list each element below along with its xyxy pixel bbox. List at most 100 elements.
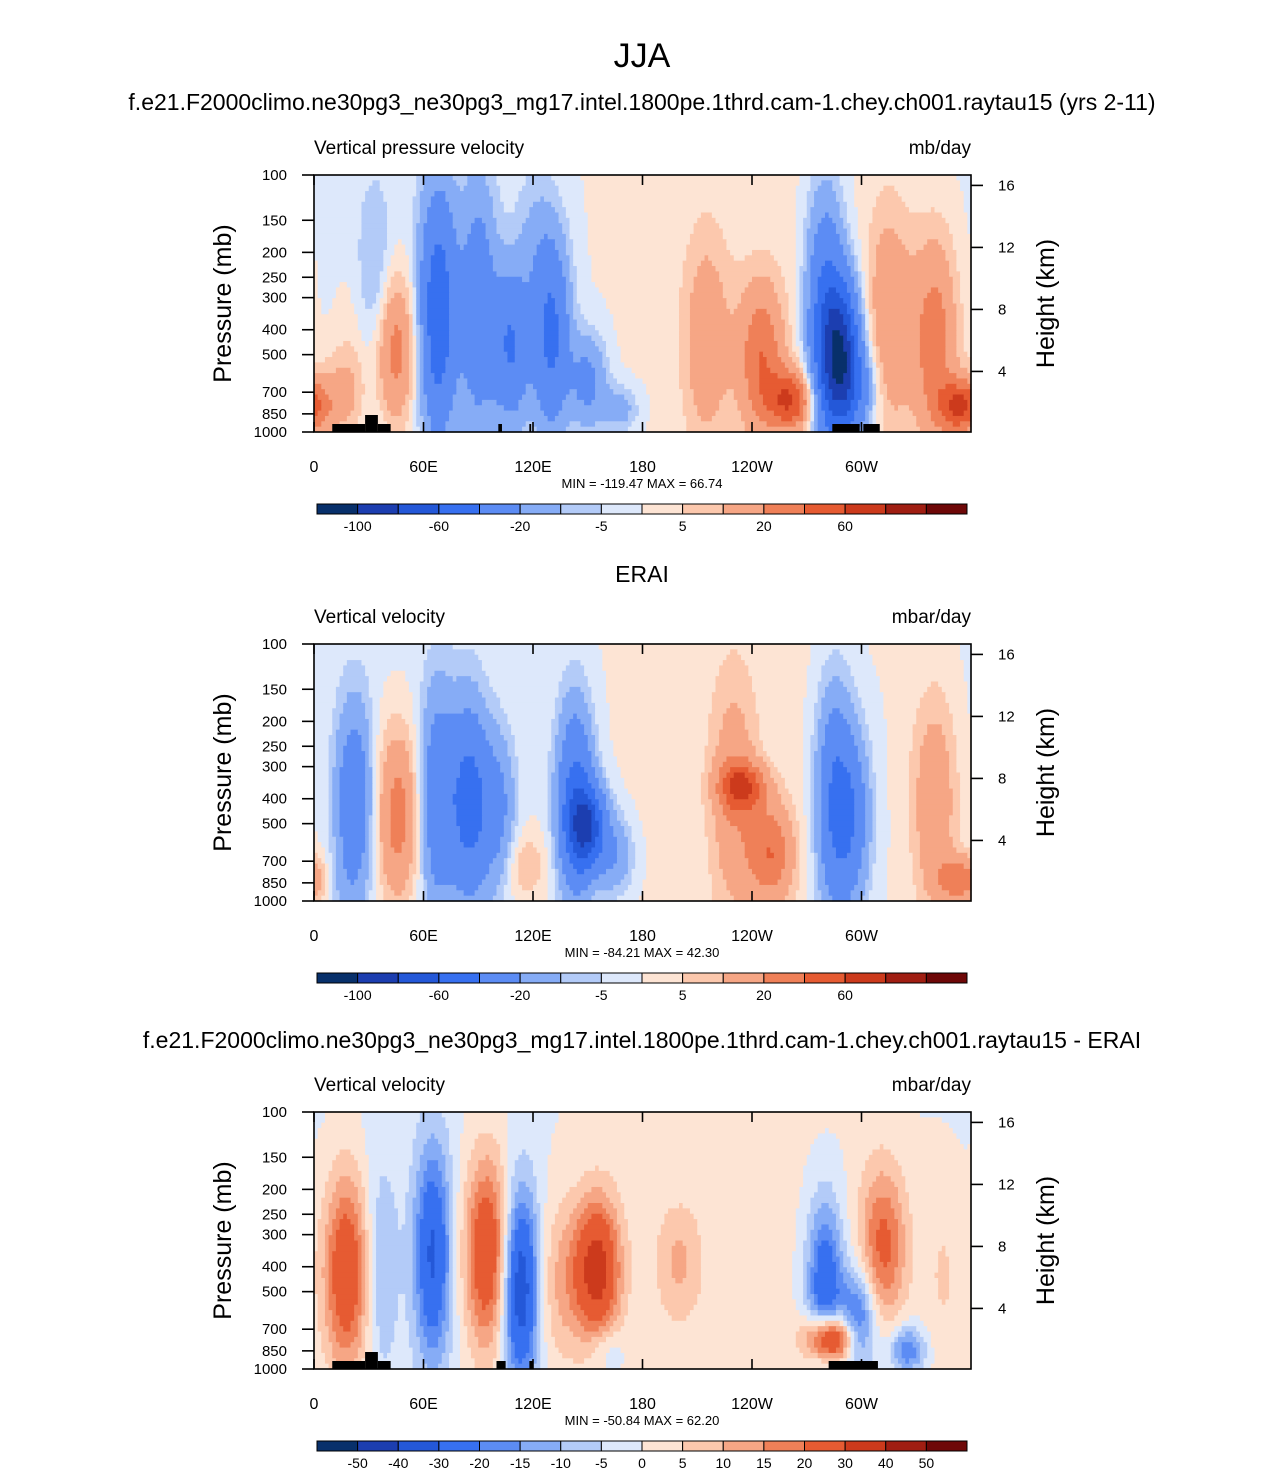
contour-cell xyxy=(854,676,881,683)
contour-cell xyxy=(401,890,414,897)
contour-cell xyxy=(543,842,552,849)
contour-cell xyxy=(569,686,582,693)
contour-cell xyxy=(423,745,428,752)
contour-cell xyxy=(602,761,618,768)
contour-cell xyxy=(839,1203,848,1209)
contour-cell xyxy=(314,665,344,672)
contour-cell xyxy=(792,357,801,363)
contour-cell xyxy=(496,852,509,859)
contour-cell xyxy=(419,1192,425,1199)
contour-cell xyxy=(795,1235,808,1242)
contour-cell xyxy=(810,1208,819,1215)
contour-cell xyxy=(960,1138,972,1145)
contour-cell xyxy=(343,863,363,870)
contour-cell xyxy=(408,868,417,875)
contour-cell xyxy=(533,1245,538,1252)
contour-cell xyxy=(339,820,366,827)
contour-cell xyxy=(620,767,706,774)
y-axis-title: Pressure (mb) xyxy=(209,224,237,382)
contour-cell xyxy=(868,330,874,337)
contour-cell xyxy=(846,1208,859,1215)
contour-cell xyxy=(314,1213,322,1220)
contour-cell xyxy=(876,271,950,278)
contour-cell xyxy=(872,212,943,219)
contour-cell xyxy=(832,346,844,353)
contour-cell xyxy=(602,1245,614,1252)
contour-cell xyxy=(857,405,866,412)
contour-cell xyxy=(846,410,855,417)
contour-cell xyxy=(339,1197,352,1204)
contour-cell xyxy=(890,1235,899,1242)
contour-cell xyxy=(456,389,472,396)
contour-cell xyxy=(423,1149,443,1156)
contour-cell xyxy=(376,809,381,816)
contour-cell xyxy=(379,783,384,790)
contour-cell xyxy=(460,1165,468,1172)
contour-cell xyxy=(460,1176,468,1183)
contour-cell xyxy=(748,394,764,401)
contour-cell xyxy=(441,1219,446,1226)
contour-cell xyxy=(748,383,760,390)
contour-cell xyxy=(609,708,713,715)
contour-cell xyxy=(551,745,556,752)
x-tick-label: 120E xyxy=(514,459,551,476)
contour-cell xyxy=(412,1154,421,1161)
contour-cell xyxy=(722,660,746,667)
contour-cell xyxy=(390,255,410,262)
contour-cell xyxy=(405,884,414,891)
contour-cell xyxy=(821,858,863,865)
contour-cell xyxy=(762,745,804,752)
contour-cell xyxy=(806,228,819,235)
contour-cell xyxy=(514,1160,534,1167)
contour-cell xyxy=(825,330,833,337)
contour-cell xyxy=(697,1224,797,1231)
contour-cell xyxy=(452,644,600,650)
contour-cell xyxy=(419,346,425,353)
contour-cell xyxy=(620,357,680,363)
contour-cell xyxy=(850,266,855,272)
contour-cell xyxy=(627,847,636,854)
contour-cell xyxy=(832,1251,837,1258)
contour-cell xyxy=(387,292,395,299)
contour-cell xyxy=(376,868,381,875)
contour-cell xyxy=(868,324,874,331)
contour-cell xyxy=(533,260,563,267)
contour-cell xyxy=(423,1203,443,1209)
contour-cell xyxy=(419,335,425,342)
contour-cell xyxy=(591,686,607,693)
contour-cell xyxy=(372,799,377,806)
contour-cell xyxy=(335,692,348,699)
contour-cell xyxy=(730,777,749,784)
contour-cell xyxy=(547,879,556,886)
contour-cell xyxy=(759,415,782,422)
contour-cell xyxy=(500,724,512,731)
contour-cell xyxy=(704,826,717,832)
contour-cell xyxy=(376,831,381,838)
contour-cell xyxy=(383,319,410,326)
contour-cell xyxy=(372,751,377,758)
contour-cell xyxy=(963,394,972,401)
contour-cell xyxy=(376,298,381,305)
y-tick-label: 400 xyxy=(262,791,287,808)
contour-cell xyxy=(868,308,877,315)
contour-cell xyxy=(423,852,432,859)
contour-cell xyxy=(744,426,804,433)
contour-cell xyxy=(412,415,417,422)
contour-cell xyxy=(547,357,556,363)
contour-cell xyxy=(314,1197,322,1204)
contour-cell xyxy=(533,1197,538,1204)
contour-cell xyxy=(394,1203,406,1209)
contour-cell xyxy=(795,314,801,321)
contour-cell xyxy=(854,175,957,181)
contour-cell xyxy=(335,1229,355,1236)
contour-cell xyxy=(412,842,417,849)
contour-cell xyxy=(430,266,446,272)
contour-cell xyxy=(357,1165,370,1172)
contour-cell xyxy=(613,863,629,870)
contour-cell xyxy=(558,351,574,358)
contour-cell xyxy=(825,340,833,347)
contour-cell xyxy=(755,708,804,715)
contour-cell xyxy=(419,426,425,433)
contour-cell xyxy=(350,1219,359,1226)
contour-cell xyxy=(810,756,815,763)
